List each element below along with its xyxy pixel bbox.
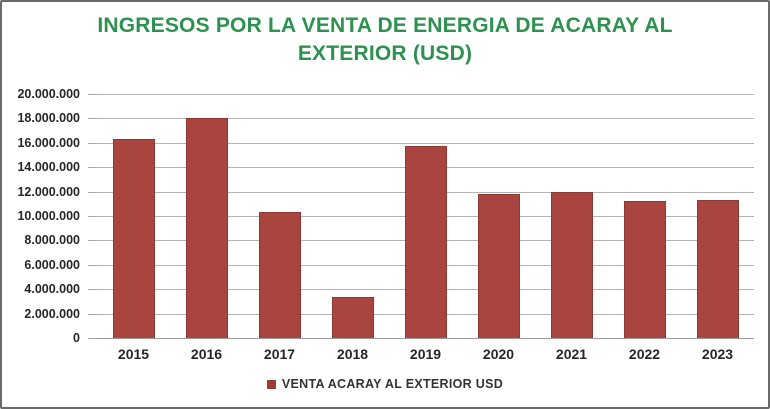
bar-2022 <box>623 201 666 338</box>
bar-2015 <box>112 139 155 338</box>
bar-slot-2018 <box>316 94 389 338</box>
y-tick-mark <box>88 143 97 144</box>
bar-slot-2016 <box>170 94 243 338</box>
y-axis-tick-label: 2.000.000 <box>24 307 80 321</box>
y-axis-tick-label: 6.000.000 <box>24 258 80 272</box>
y-tick-mark <box>88 289 97 290</box>
bar-slot-2019 <box>389 94 462 338</box>
x-axis-labels: 2015 2016 2017 2018 2019 2020 2021 2022 2023 <box>97 346 754 362</box>
y-axis: 20.000.000 18.000.000 16.000.000 14.000.000… <box>2 87 82 345</box>
x-axis-tick-label: 2015 <box>117 346 150 362</box>
y-tick-mark <box>88 167 97 168</box>
chart-title: INGRESOS POR LA VENTA DE ENERGIA DE ACAR… <box>97 14 673 66</box>
bar-2019 <box>404 146 447 338</box>
x-axis-tick-label: 2016 <box>190 346 223 362</box>
x-axis-tick-label: 2017 <box>263 346 296 362</box>
y-tick-mark <box>88 192 97 193</box>
x-axis-tick-label: 2023 <box>701 346 734 362</box>
bar-slot-2020 <box>462 94 535 338</box>
x-axis-line <box>97 338 754 339</box>
bar-slot-2015 <box>97 94 170 338</box>
y-tick-mark <box>88 338 97 339</box>
x-axis-tick-label: 2021 <box>555 346 588 362</box>
y-axis-tick-label: 10.000.000 <box>17 209 80 223</box>
y-axis-tick-label: 20.000.000 <box>17 87 80 101</box>
bar-2023 <box>696 200 739 338</box>
bar-slot-2022 <box>608 94 681 338</box>
bar-2021 <box>550 192 593 338</box>
gridline <box>97 94 754 95</box>
bar-2016 <box>185 118 228 338</box>
bar-slot-2023 <box>681 94 754 338</box>
bar-slot-2017 <box>243 94 316 338</box>
x-axis-tick-label: 2020 <box>482 346 515 362</box>
bar-2018 <box>331 297 374 338</box>
plot-area <box>88 94 754 339</box>
y-tick-mark <box>88 94 97 95</box>
y-axis-tick-label: 14.000.000 <box>17 160 80 174</box>
y-axis-tick-label: 12.000.000 <box>17 185 80 199</box>
y-axis-tick-label: 8.000.000 <box>24 233 80 247</box>
y-axis-tick-label: 18.000.000 <box>17 111 80 125</box>
y-tick-mark <box>88 216 97 217</box>
x-axis-tick-label: 2018 <box>336 346 369 362</box>
y-axis-tick-label: 4.000.000 <box>24 282 80 296</box>
y-tick-mark <box>88 265 97 266</box>
y-tick-mark <box>88 314 97 315</box>
gridline <box>97 143 754 144</box>
y-tick-mark <box>88 118 97 119</box>
x-axis-tick-label: 2022 <box>628 346 661 362</box>
gridline <box>97 118 754 119</box>
legend-label: VENTA ACARAY AL EXTERIOR USD <box>281 377 504 391</box>
y-tick-mark <box>88 240 97 241</box>
y-axis-tick-label: 0 <box>73 331 80 345</box>
legend: VENTA ACARAY AL EXTERIOR USD <box>2 377 768 391</box>
bar-2020 <box>477 194 520 338</box>
bar-slot-2021 <box>535 94 608 338</box>
legend-swatch-icon <box>266 379 276 389</box>
y-axis-tick-label: 16.000.000 <box>17 136 80 150</box>
x-axis-tick-label: 2019 <box>409 346 442 362</box>
bar-2017 <box>258 212 301 338</box>
